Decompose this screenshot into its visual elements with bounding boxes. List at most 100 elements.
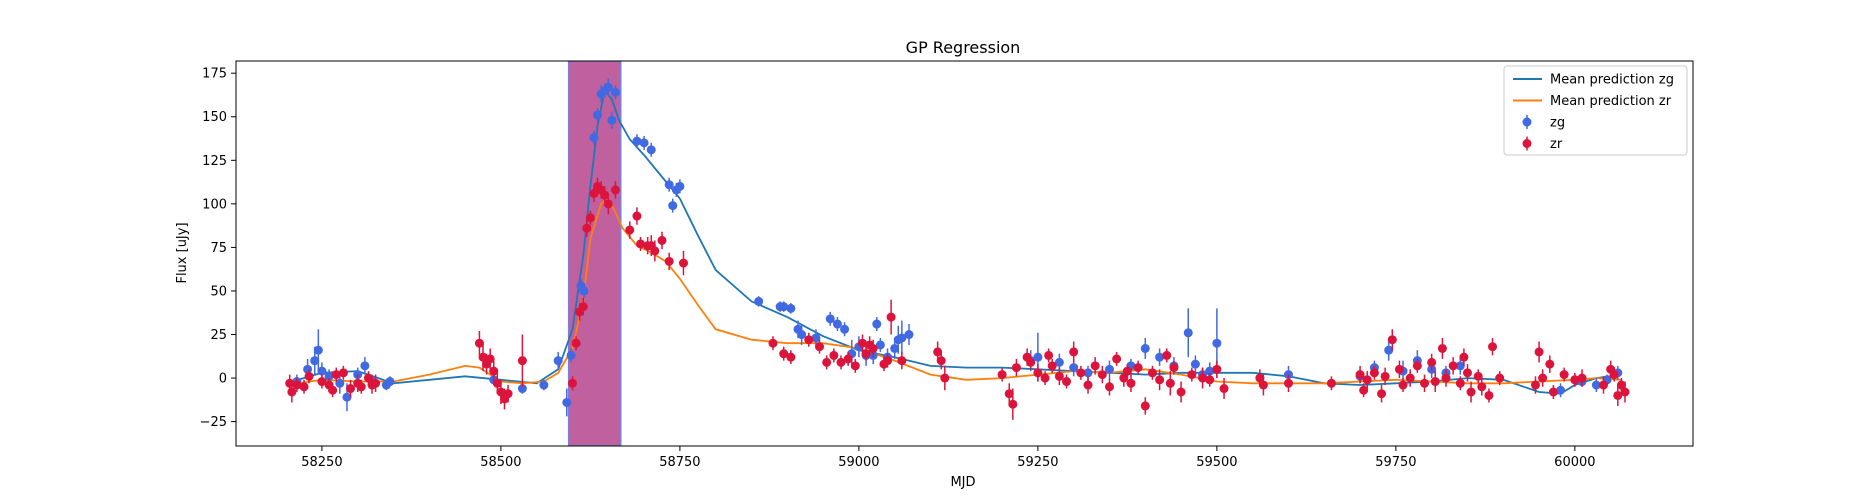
- zr-point: [1412, 361, 1422, 371]
- plot-clip-group: [285, 61, 1630, 446]
- zr-point: [1355, 370, 1365, 380]
- x-axis-label: MJD: [950, 475, 975, 490]
- zg-point: [610, 87, 620, 97]
- zr-point: [496, 387, 506, 397]
- zr-point: [1026, 357, 1036, 367]
- zr-point: [1466, 387, 1476, 397]
- zg-point: [1083, 368, 1093, 378]
- zr-point: [1083, 380, 1093, 390]
- zg-point: [646, 145, 656, 155]
- zr-point: [1380, 371, 1390, 381]
- zr-point: [1570, 375, 1580, 385]
- zr-point: [815, 342, 825, 352]
- zg-point: [840, 324, 850, 334]
- legend-point-swatch: [1522, 117, 1532, 127]
- zr-point: [1258, 380, 1268, 390]
- zr-point: [1473, 371, 1483, 381]
- zr-point: [571, 338, 581, 348]
- zg-point: [786, 303, 796, 313]
- zg-point: [904, 330, 914, 340]
- zr-point: [1530, 380, 1540, 390]
- zg-point: [593, 110, 603, 120]
- zr-point: [1169, 363, 1179, 373]
- zr-point: [1047, 361, 1057, 371]
- zg-point: [335, 378, 345, 388]
- zg-point: [1212, 338, 1222, 348]
- chart-title: GP Regression: [906, 38, 1021, 57]
- zr-point: [836, 357, 846, 367]
- x-tick-label: 58500: [480, 455, 521, 470]
- zr-point: [1122, 366, 1132, 376]
- zg-point: [872, 319, 882, 329]
- zr-point: [1427, 357, 1437, 367]
- zg-point: [1183, 328, 1193, 338]
- y-tick-label: 175: [202, 67, 227, 82]
- zr-point: [338, 368, 348, 378]
- zg-point: [310, 356, 320, 366]
- legend-point-swatch: [1522, 139, 1532, 148]
- zr-point: [1076, 368, 1086, 378]
- zr-point: [356, 382, 366, 392]
- zr-point: [568, 378, 578, 388]
- zr-point: [1577, 373, 1587, 383]
- y-tick-label: 125: [202, 154, 227, 169]
- zr-point: [1162, 350, 1172, 360]
- zr-point: [1205, 375, 1215, 385]
- zg-point: [1205, 366, 1215, 376]
- zr-point: [857, 338, 867, 348]
- zg-point: [313, 345, 323, 355]
- legend-label: Mean prediction zg: [1550, 73, 1674, 88]
- zg-point: [897, 333, 907, 343]
- x-tick-label: 59750: [1375, 455, 1416, 470]
- x-tick-label: 59250: [1017, 455, 1058, 470]
- zg-point: [303, 364, 313, 374]
- zr-point: [503, 389, 513, 399]
- zg-point: [1591, 380, 1601, 390]
- zr-point: [1420, 378, 1430, 388]
- zr-point: [897, 356, 907, 366]
- zr-point: [492, 378, 502, 388]
- zr-point: [1548, 387, 1558, 397]
- zr-point: [850, 361, 860, 371]
- zg-point: [1033, 352, 1043, 362]
- zr-point: [1441, 373, 1451, 383]
- axes-frame: [235, 60, 1694, 447]
- y-tick-label: 150: [202, 110, 227, 125]
- x-tick-label: 59000: [838, 455, 879, 470]
- zr-point: [1534, 347, 1544, 357]
- zr-point: [1369, 368, 1379, 378]
- zg-point: [317, 366, 327, 376]
- zr-point: [940, 373, 950, 383]
- x-tick-label: 59500: [1196, 455, 1237, 470]
- zr-point: [478, 352, 488, 362]
- zr-point: [1377, 389, 1387, 399]
- zr-point: [1609, 370, 1619, 380]
- zr-point: [664, 256, 674, 266]
- zr-point: [933, 347, 943, 357]
- zr-point: [1283, 378, 1293, 388]
- zr-point: [299, 382, 309, 392]
- zr-point: [1008, 399, 1018, 409]
- zr-point: [1062, 377, 1072, 387]
- zr-point: [371, 378, 381, 388]
- zg-point: [675, 181, 685, 191]
- zr-point: [886, 312, 896, 322]
- zr-point: [1538, 373, 1548, 383]
- zr-point: [304, 371, 314, 381]
- zr-point: [1104, 382, 1114, 392]
- zr-point: [603, 199, 613, 209]
- zr-point: [1398, 380, 1408, 390]
- zr-point: [1545, 359, 1555, 369]
- zr-point: [1069, 347, 1079, 357]
- x-tick-label: 58750: [659, 455, 700, 470]
- zg-point: [342, 392, 352, 402]
- zg-point: [779, 302, 789, 312]
- zr-point: [1011, 363, 1021, 373]
- zr-point: [1119, 373, 1129, 383]
- zr-point: [317, 377, 327, 387]
- zr-point: [1405, 373, 1415, 383]
- zr-point: [868, 343, 878, 353]
- x-tick-label: 58250: [301, 455, 342, 470]
- zr-point: [582, 223, 592, 233]
- zr-point: [1559, 370, 1569, 380]
